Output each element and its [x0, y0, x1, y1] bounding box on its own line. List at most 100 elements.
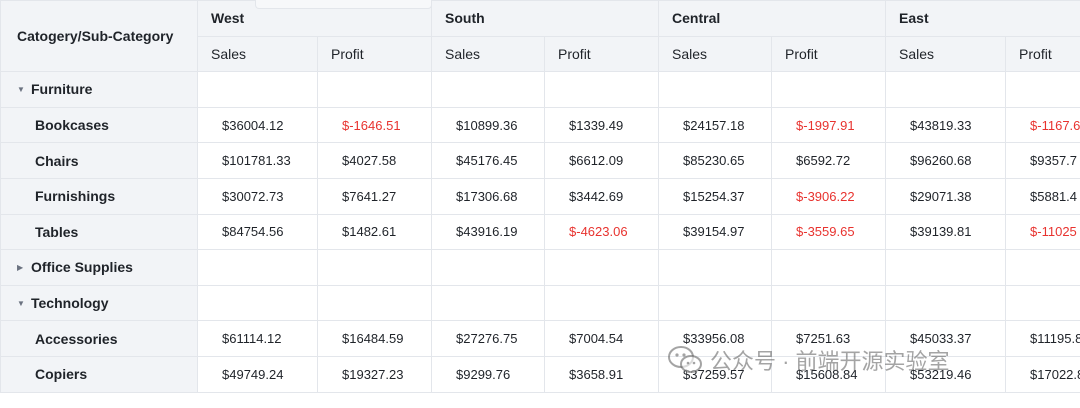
profit-cell[interactable]: [1005, 284, 1080, 322]
caret-down-icon[interactable]: ▼: [17, 298, 25, 308]
subcategory-header[interactable]: Furnishings: [0, 177, 198, 215]
sales-cell[interactable]: [885, 284, 1007, 322]
caret-down-icon[interactable]: ▼: [17, 85, 25, 95]
profit-cell[interactable]: $-11025: [1005, 213, 1080, 251]
sales-cell[interactable]: [658, 284, 773, 322]
measure-header-profit[interactable]: Profit: [771, 35, 887, 73]
sales-cell[interactable]: $17306.68: [431, 177, 546, 215]
subcategory-header[interactable]: Tables: [0, 213, 198, 251]
profit-cell[interactable]: $11195.8: [1005, 320, 1080, 357]
sales-cell[interactable]: [431, 284, 546, 322]
corner-header[interactable]: Catogery/Sub-Category: [0, 0, 198, 73]
sales-cell[interactable]: $96260.68: [885, 142, 1007, 179]
profit-cell[interactable]: [771, 249, 887, 286]
region-header-east[interactable]: East: [885, 0, 1080, 37]
sales-cell[interactable]: $36004.12: [197, 106, 318, 144]
measure-header-sales[interactable]: Sales: [885, 35, 1007, 73]
profit-cell[interactable]: [544, 249, 660, 286]
subcategory-header[interactable]: Copiers: [0, 355, 198, 393]
sales-cell[interactable]: [658, 71, 773, 108]
region-header-south[interactable]: South: [431, 0, 660, 37]
sales-cell[interactable]: $84754.56: [197, 213, 318, 251]
sales-cell[interactable]: [197, 249, 318, 286]
sales-cell[interactable]: $33956.08: [658, 320, 773, 357]
sales-cell[interactable]: $45033.37: [885, 320, 1007, 357]
profit-cell[interactable]: $7251.63: [771, 320, 887, 357]
profit-cell[interactable]: $17022.8: [1005, 355, 1080, 393]
profit-cell[interactable]: $9357.7: [1005, 142, 1080, 179]
profit-cell[interactable]: [1005, 249, 1080, 286]
sales-cell[interactable]: $30072.73: [197, 177, 318, 215]
measure-header-sales[interactable]: Sales: [197, 35, 318, 73]
profit-cell[interactable]: $7004.54: [544, 320, 660, 357]
sales-cell[interactable]: $39154.97: [658, 213, 773, 251]
row-label: Office Supplies: [31, 259, 133, 276]
subcategory-header[interactable]: Accessories: [0, 320, 198, 357]
category-header[interactable]: ▼ Technology: [0, 284, 198, 322]
sales-cell[interactable]: $43916.19: [431, 213, 546, 251]
profit-cell[interactable]: $1482.61: [316, 213, 433, 251]
profit-cell[interactable]: [316, 249, 433, 286]
profit-cell[interactable]: $3442.69: [544, 177, 660, 215]
sales-cell[interactable]: [197, 284, 318, 322]
subcategory-header[interactable]: Bookcases: [0, 106, 198, 144]
region-header-central[interactable]: Central: [658, 0, 887, 37]
sales-cell[interactable]: $85230.65: [658, 142, 773, 179]
sales-cell[interactable]: $29071.38: [885, 177, 1007, 215]
sales-cell[interactable]: $10899.36: [431, 106, 546, 144]
measure-header-sales[interactable]: Sales: [431, 35, 546, 73]
profit-cell[interactable]: $1339.49: [544, 106, 660, 144]
profit-cell[interactable]: $6592.72: [771, 142, 887, 179]
caret-right-icon[interactable]: ▶: [17, 263, 24, 273]
profit-cell[interactable]: $7641.27: [316, 177, 433, 215]
sales-cell[interactable]: $37259.57: [658, 355, 773, 393]
sales-cell[interactable]: $53219.46: [885, 355, 1007, 393]
sales-cell[interactable]: $39139.81: [885, 213, 1007, 251]
profit-cell[interactable]: $15608.84: [771, 355, 887, 393]
subcategory-header[interactable]: Chairs: [0, 142, 198, 179]
profit-cell[interactable]: $-4623.06: [544, 213, 660, 251]
sales-cell[interactable]: [885, 249, 1007, 286]
profit-cell[interactable]: $6612.09: [544, 142, 660, 179]
sales-cell[interactable]: $61114.12: [197, 320, 318, 357]
table-row: Tables $84754.56 $1482.61 $43916.19 $-4623.0…: [0, 213, 1080, 251]
sales-cell[interactable]: $24157.18: [658, 106, 773, 144]
category-header[interactable]: ▼ Furniture: [0, 71, 198, 108]
profit-cell[interactable]: $-3559.65: [771, 213, 887, 251]
sales-cell[interactable]: $9299.76: [431, 355, 546, 393]
sales-cell[interactable]: [431, 249, 546, 286]
profit-cell[interactable]: $3658.91: [544, 355, 660, 393]
measure-header-profit[interactable]: Profit: [544, 35, 660, 73]
sales-cell[interactable]: $45176.45: [431, 142, 546, 179]
sales-cell[interactable]: $101781.33: [197, 142, 318, 179]
sales-cell[interactable]: [658, 249, 773, 286]
sales-cell[interactable]: $49749.24: [197, 355, 318, 393]
profit-cell[interactable]: [771, 284, 887, 322]
category-header[interactable]: ▶ Office Supplies: [0, 249, 198, 286]
profit-cell[interactable]: $-1997.91: [771, 106, 887, 144]
profit-cell[interactable]: $-1167.6: [1005, 106, 1080, 144]
profit-cell[interactable]: $-3906.22: [771, 177, 887, 215]
measure-header-profit[interactable]: Profit: [1005, 35, 1080, 73]
measure-header-sales[interactable]: Sales: [658, 35, 773, 73]
profit-cell[interactable]: [544, 71, 660, 108]
profit-cell[interactable]: $19327.23: [316, 355, 433, 393]
profit-cell[interactable]: $5881.4: [1005, 177, 1080, 215]
sales-cell[interactable]: $43819.33: [885, 106, 1007, 144]
profit-cell[interactable]: [316, 284, 433, 322]
profit-cell[interactable]: [1005, 71, 1080, 108]
profit-cell[interactable]: [316, 71, 433, 108]
profit-cell[interactable]: [771, 71, 887, 108]
profit-cell[interactable]: $16484.59: [316, 320, 433, 357]
measure-header-profit[interactable]: Profit: [316, 35, 433, 73]
sales-cell[interactable]: [885, 71, 1007, 108]
row-label: Furnishings: [35, 188, 116, 205]
sales-cell[interactable]: $27276.75: [431, 320, 546, 357]
profit-cell[interactable]: $4027.58: [316, 142, 433, 179]
profit-cell[interactable]: [544, 284, 660, 322]
sales-cell[interactable]: [197, 71, 318, 108]
sales-cell[interactable]: [431, 71, 546, 108]
sales-cell[interactable]: $15254.37: [658, 177, 773, 215]
profit-cell[interactable]: $-1646.51: [316, 106, 433, 144]
